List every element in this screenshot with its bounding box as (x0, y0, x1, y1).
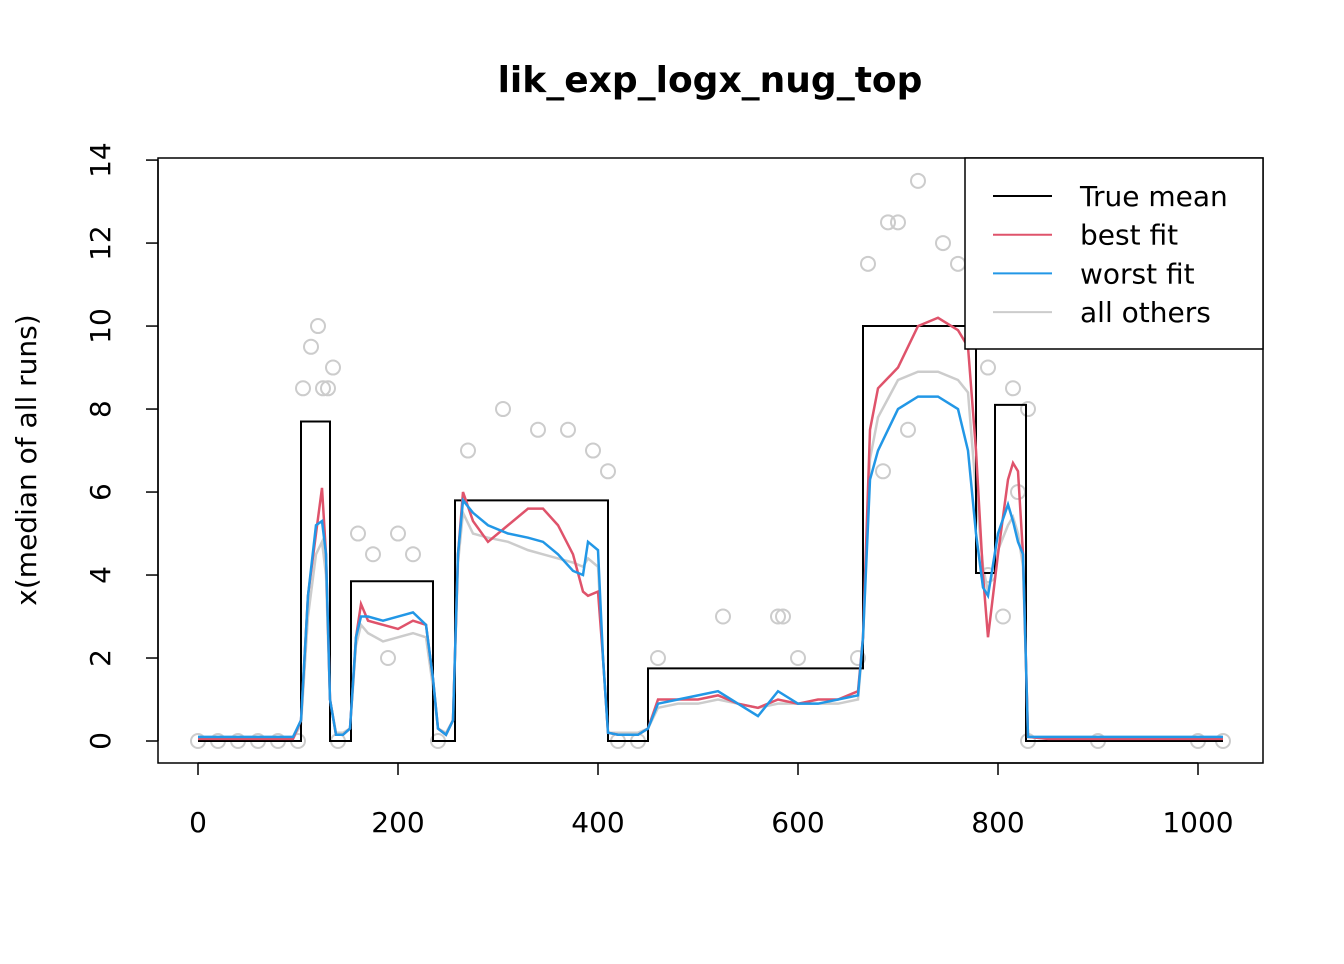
data-point (860, 255, 876, 272)
x-tick-label: 200 (371, 806, 424, 839)
data-point (790, 650, 806, 667)
legend-label: all others (1080, 296, 1211, 329)
data-point (875, 463, 891, 480)
data-point (320, 380, 336, 397)
legend-box (964, 157, 1264, 350)
x-tick-label: 1000 (1162, 806, 1233, 839)
data-point (585, 442, 601, 459)
data-point (1005, 380, 1021, 397)
data-point (303, 338, 319, 355)
data-point (405, 546, 421, 563)
data-point (715, 608, 731, 625)
y-tick-label: 10 (84, 308, 117, 344)
data-point (850, 650, 866, 667)
data-point (890, 214, 906, 231)
y-tick-label: 2 (84, 649, 117, 667)
y-axis-label: x(median of all runs) (10, 314, 43, 605)
data-point (560, 421, 576, 438)
data-point (530, 421, 546, 438)
data-point (600, 463, 616, 480)
data-point (310, 318, 326, 335)
y-tick-label: 4 (84, 566, 117, 584)
data-point (325, 359, 341, 376)
data-point (365, 546, 381, 563)
data-point (900, 421, 916, 438)
data-point (880, 214, 896, 231)
data-point (995, 608, 1011, 625)
data-point (350, 525, 366, 542)
data-point (770, 608, 786, 625)
y-tick-label: 6 (84, 483, 117, 501)
chart-title: lik_exp_logx_nug_top (498, 60, 923, 101)
data-point (910, 172, 926, 189)
x-tick-label: 400 (571, 806, 624, 839)
y-tick-label: 12 (84, 225, 117, 261)
data-point (390, 525, 406, 542)
data-point (460, 442, 476, 459)
legend-label: True mean (1079, 180, 1228, 213)
legend-label: worst fit (1080, 257, 1195, 290)
data-point (775, 608, 791, 625)
data-point (295, 380, 311, 397)
data-point (1020, 401, 1036, 418)
x-tick-label: 0 (189, 806, 207, 839)
data-point (650, 650, 666, 667)
x-tick-label: 600 (771, 806, 824, 839)
data-point (380, 650, 396, 667)
data-point (495, 401, 511, 418)
x-tick-label: 800 (971, 806, 1024, 839)
series-line (198, 395, 1223, 739)
y-tick-label: 14 (84, 142, 117, 178)
y-tick-label: 0 (84, 732, 117, 750)
data-point (980, 359, 996, 376)
legend-label: best fit (1080, 219, 1178, 252)
data-point (935, 235, 951, 252)
y-tick-label: 8 (84, 400, 117, 418)
data-point (315, 380, 331, 397)
